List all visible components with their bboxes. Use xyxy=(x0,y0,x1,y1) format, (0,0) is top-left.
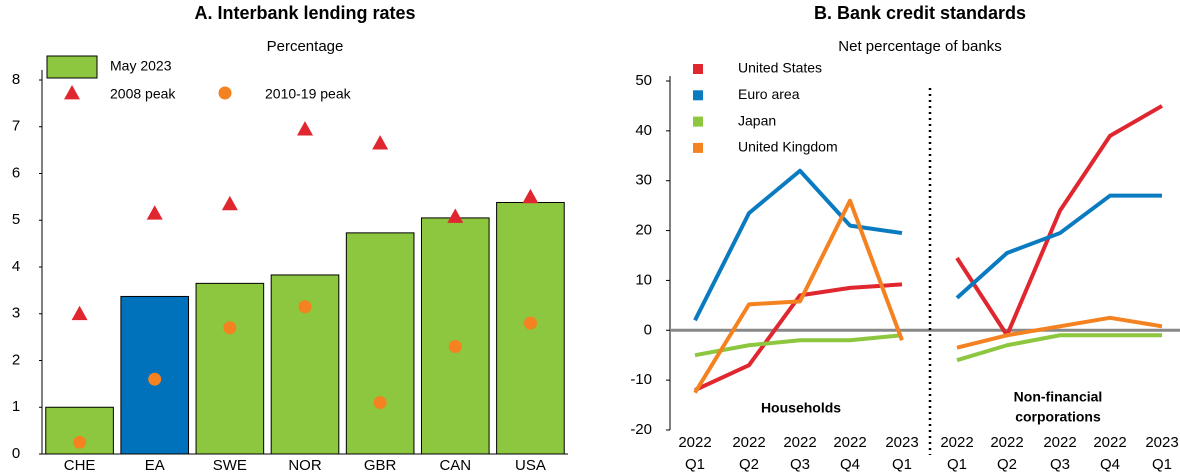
legend-swatch xyxy=(693,64,703,74)
x-tick-label: 2022 xyxy=(1093,434,1126,451)
y-tick-label: 40 xyxy=(635,122,652,139)
group-label: Non-financial xyxy=(1014,389,1103,405)
dot-marker xyxy=(373,396,387,410)
legend-swatch xyxy=(218,86,232,100)
triangle-marker xyxy=(372,135,389,150)
y-tick-label: 7 xyxy=(12,118,20,135)
chart-subtitle: Percentage xyxy=(267,38,344,55)
series-line xyxy=(694,282,903,392)
legend-label: United States xyxy=(738,60,822,76)
chart-subtitle: Net percentage of banks xyxy=(838,38,1001,55)
x-tick-label: Q2 xyxy=(997,456,1017,473)
x-tick-label: 2023 xyxy=(1145,434,1178,451)
x-tick-label: Q1 xyxy=(1152,456,1172,473)
dot-marker xyxy=(223,321,237,335)
triangle-marker xyxy=(221,195,238,211)
triangle-marker xyxy=(71,305,88,321)
x-tick-label: 2022 xyxy=(678,434,711,451)
x-tick-label: 2023 xyxy=(885,434,918,451)
dot-marker xyxy=(148,372,162,386)
legend-label: 2008 peak xyxy=(110,86,176,102)
x-tick-label: 2022 xyxy=(783,434,816,451)
group-label: corporations xyxy=(1015,409,1101,425)
dot-marker xyxy=(73,435,87,449)
y-tick-label: 50 xyxy=(635,72,652,89)
y-tick-label: -20 xyxy=(630,421,652,438)
x-tick-label: Q1 xyxy=(892,456,912,473)
x-tick-label: SWE xyxy=(213,457,247,474)
legend-label: United Kingdom xyxy=(738,139,838,155)
x-tick-label: Q3 xyxy=(1050,456,1070,473)
y-tick-label: 10 xyxy=(635,271,652,288)
bar xyxy=(420,217,490,455)
legend-swatch xyxy=(693,116,703,127)
legend-label: May 2023 xyxy=(110,58,172,74)
bar xyxy=(195,282,265,455)
legend-swatch xyxy=(46,55,98,79)
legend-label: Euro area xyxy=(738,86,800,102)
series-line xyxy=(955,193,1162,300)
y-tick-label: -10 xyxy=(630,371,652,388)
y-tick-label: 1 xyxy=(12,398,20,415)
x-tick-label: Q3 xyxy=(790,456,810,473)
triangle-marker xyxy=(522,188,539,204)
series-line xyxy=(694,333,903,358)
chart-title: A. Interbank lending rates xyxy=(194,3,415,23)
legend-swatch xyxy=(693,90,703,101)
y-tick-label: 20 xyxy=(635,222,652,239)
series-line xyxy=(956,315,1163,350)
triangle-marker xyxy=(447,208,464,223)
x-tick-label: USA xyxy=(515,457,546,474)
x-tick-label: Q4 xyxy=(840,456,860,473)
series-line xyxy=(693,198,904,394)
y-tick-label: 8 xyxy=(12,71,20,88)
x-tick-label: GBR xyxy=(364,457,397,474)
triangle-marker xyxy=(146,205,163,220)
dot-marker xyxy=(523,316,537,330)
bar xyxy=(345,232,415,455)
x-tick-label: CAN xyxy=(439,457,471,474)
y-tick-label: 2 xyxy=(12,351,20,368)
x-tick-label: EA xyxy=(145,457,165,474)
x-tick-label: NOR xyxy=(288,457,322,474)
legend-label: Japan xyxy=(738,112,776,128)
group-label: Households xyxy=(761,400,841,416)
y-tick-label: 0 xyxy=(12,445,20,462)
x-tick-label: 2022 xyxy=(940,434,973,451)
series-line xyxy=(955,104,1163,338)
x-tick-label: Q1 xyxy=(685,456,705,473)
y-tick-label: 5 xyxy=(12,211,20,228)
dot-marker xyxy=(298,300,312,314)
y-tick-label: 4 xyxy=(12,258,20,275)
y-tick-label: 3 xyxy=(12,305,20,322)
dot-marker xyxy=(448,339,462,353)
x-tick-label: 2022 xyxy=(1043,434,1076,451)
x-tick-label: 2022 xyxy=(732,434,765,451)
y-tick-label: 30 xyxy=(635,172,652,189)
x-tick-label: 2022 xyxy=(990,434,1023,451)
x-tick-label: Q4 xyxy=(1100,456,1120,473)
x-tick-label: CHE xyxy=(64,457,96,474)
x-tick-label: Q1 xyxy=(947,456,967,473)
triangle-marker xyxy=(297,121,313,136)
x-tick-label: Q2 xyxy=(739,456,759,473)
series-line xyxy=(693,168,903,322)
legend-swatch xyxy=(64,85,80,100)
legend-label: 2010-19 peak xyxy=(265,86,352,102)
y-tick-label: 6 xyxy=(12,164,20,181)
series-line xyxy=(956,333,1162,363)
y-tick-label: 0 xyxy=(644,321,652,338)
chart-title: B. Bank credit standards xyxy=(814,3,1026,23)
x-tick-label: 2022 xyxy=(833,434,866,451)
legend-swatch xyxy=(693,142,703,153)
